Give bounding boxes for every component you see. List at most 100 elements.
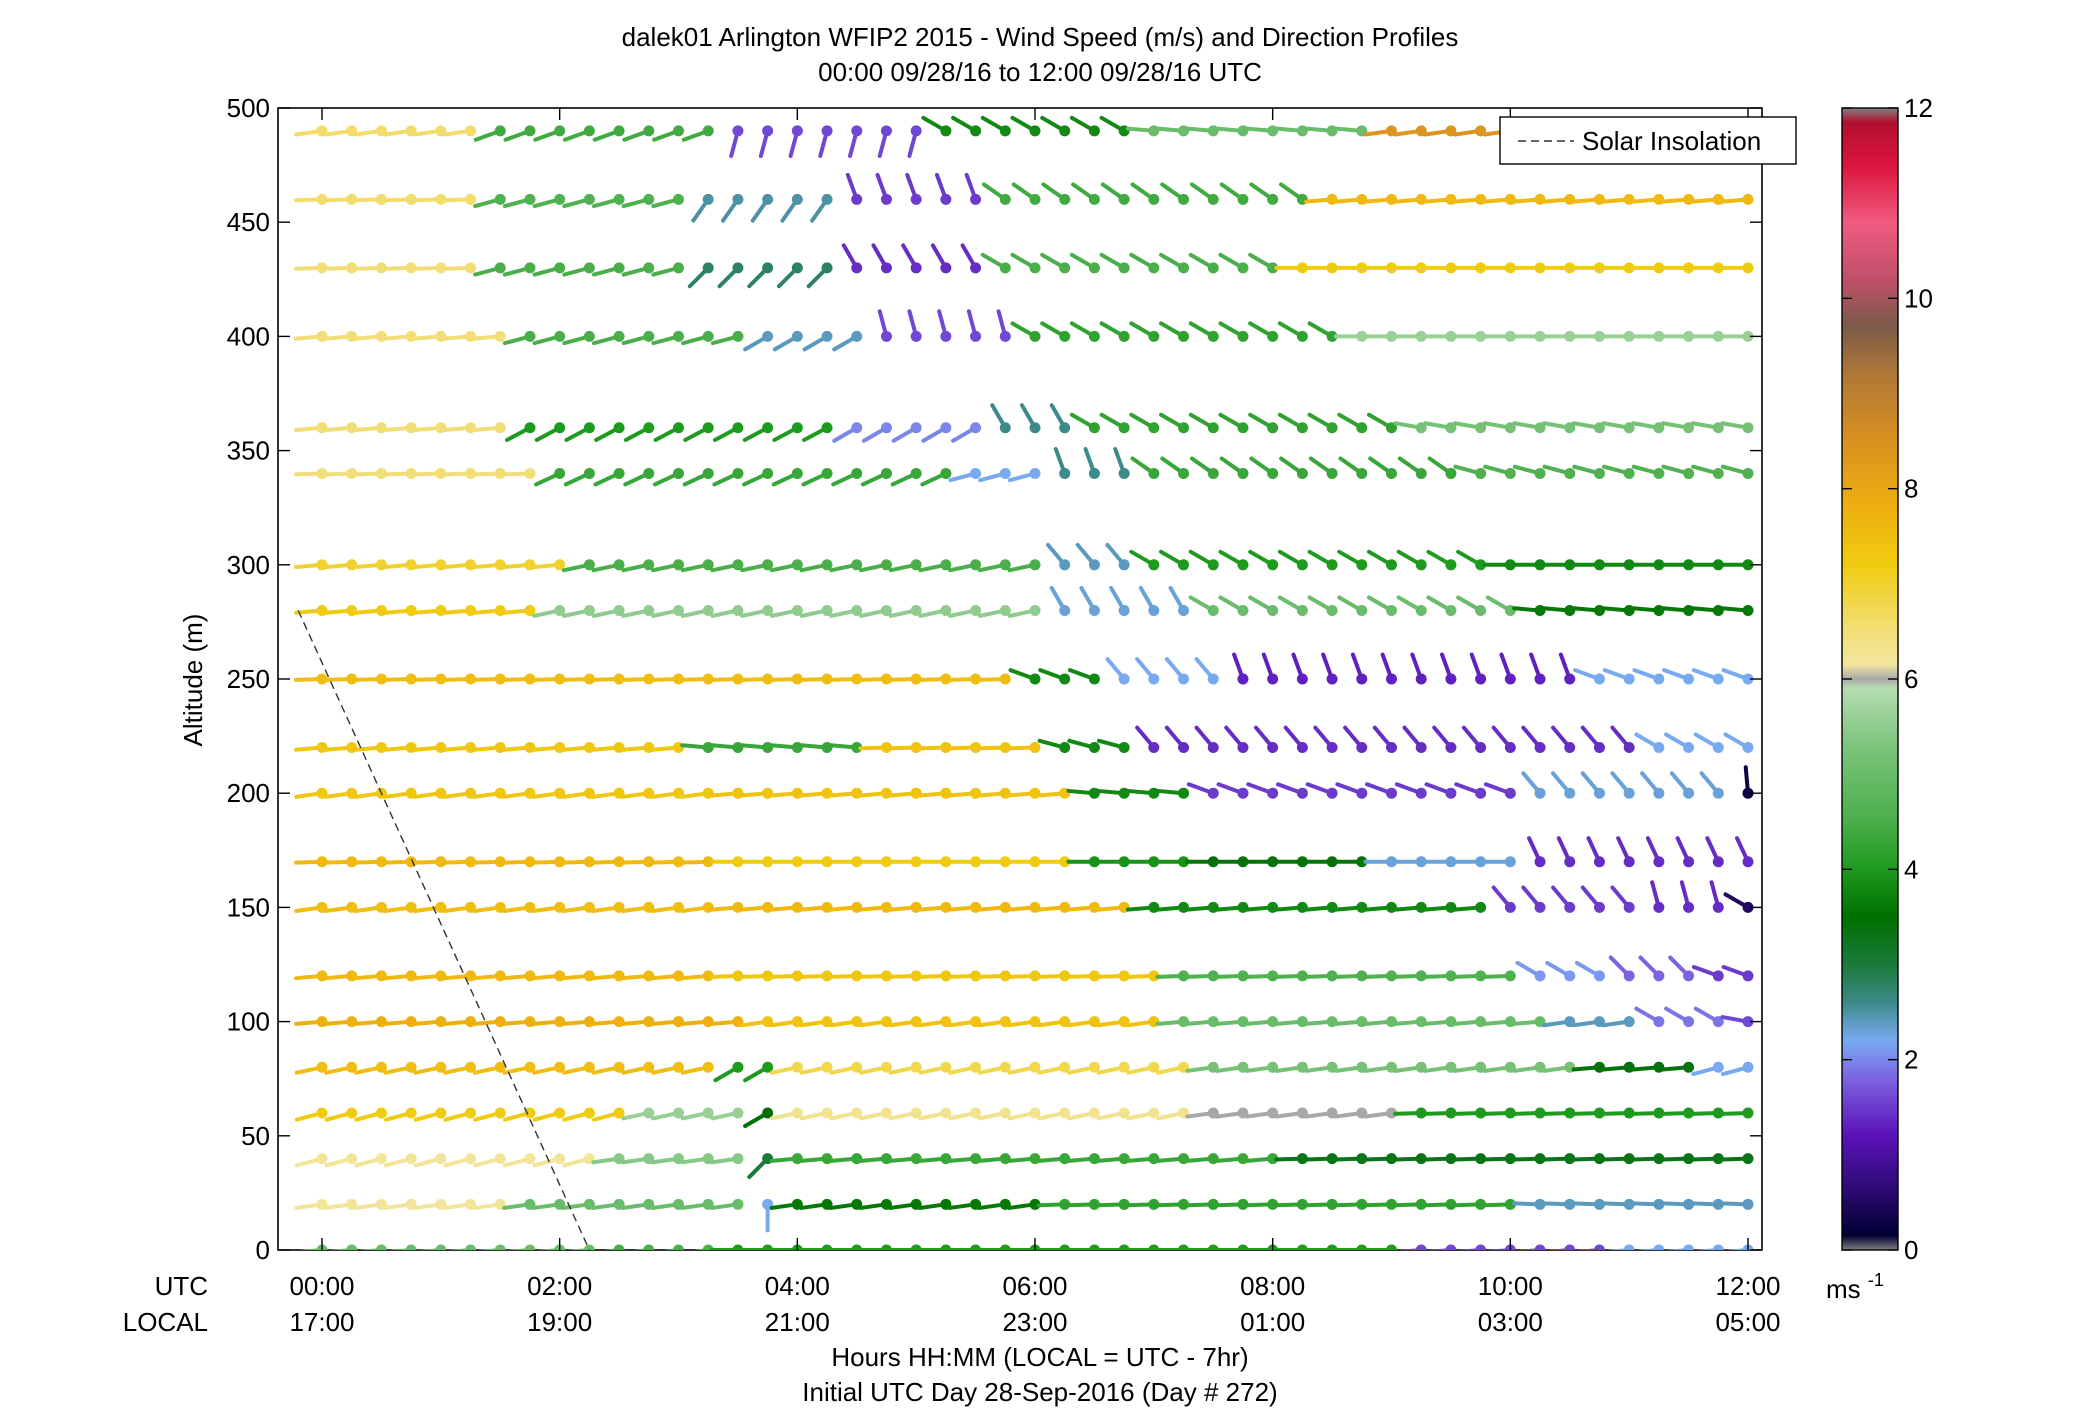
wind-barb-dot <box>1534 673 1546 685</box>
wind-barb-dot <box>1564 559 1576 571</box>
wind-barb-dot <box>732 193 744 205</box>
wind-barb-dot <box>791 970 803 982</box>
wind-barb-dot <box>1088 559 1100 571</box>
wind-barb-dot <box>1207 856 1219 868</box>
wind-barb-dot <box>762 970 774 982</box>
wind-barb-dot <box>524 193 536 205</box>
wind-barb-dot <box>1445 856 1457 868</box>
wind-barb-dot <box>1267 856 1279 868</box>
wind-barb-dot <box>999 742 1011 754</box>
wind-barb-dot <box>851 330 863 342</box>
wind-barb-dot <box>1534 1107 1546 1119</box>
wind-barb-dot <box>1118 330 1130 342</box>
wind-barb-dot <box>1148 330 1160 342</box>
wind-barb-dot <box>1386 330 1397 342</box>
wind-barb-dot <box>1742 901 1754 913</box>
wind-barb-dot <box>316 673 328 685</box>
wind-barb-dot <box>880 604 892 616</box>
wind-barb-dot <box>613 559 625 571</box>
wind-barb-dot <box>613 422 625 434</box>
y-axis-label: Altitude (m) <box>178 614 208 747</box>
wind-barb-dot <box>554 856 566 868</box>
wind-barb-dot <box>1386 467 1397 479</box>
wind-barb-dot <box>1475 1198 1487 1210</box>
wind-barb-dot <box>613 673 625 685</box>
wind-barb-dot <box>1237 742 1249 754</box>
wind-barb-dot <box>880 125 892 137</box>
wind-barb-dot <box>1267 193 1279 205</box>
wind-barb-dot <box>1504 467 1516 479</box>
wind-barb-dot <box>494 422 506 434</box>
wind-barb-dot <box>851 193 863 205</box>
wind-barb-dot <box>583 1107 595 1119</box>
wind-barb-dot <box>673 559 684 571</box>
wind-barb-dot <box>673 1061 684 1073</box>
wind-barb-dot <box>583 193 595 205</box>
wind-barb-dot <box>524 604 536 616</box>
wind-barb-dot <box>1296 467 1308 479</box>
wind-barb-dot <box>1564 742 1576 754</box>
wind-barb-dot <box>494 330 506 342</box>
wind-barb-dot <box>1742 422 1754 434</box>
wind-barb-dot <box>1296 559 1308 571</box>
wind-barb-dot <box>880 330 892 342</box>
wind-barb-dot <box>1118 970 1130 982</box>
wind-barb-dot <box>732 970 744 982</box>
x-tick-label-local: 03:00 <box>1478 1307 1543 1337</box>
wind-barb-dot <box>1029 673 1041 685</box>
wind-barb-dot <box>1296 673 1308 685</box>
wind-barb-dot <box>643 330 655 342</box>
wind-barb-dot <box>465 467 477 479</box>
y-tick-label: 100 <box>227 1007 270 1037</box>
wind-barb-dot <box>1712 1198 1724 1210</box>
wind-barb-dot <box>999 330 1011 342</box>
wind-barb-dot <box>1683 1016 1695 1028</box>
wind-barb-dot <box>851 422 863 434</box>
wind-barb-dot <box>1088 1198 1100 1210</box>
wind-barb-dot <box>583 422 595 434</box>
wind-barb-dot <box>1088 1061 1100 1073</box>
wind-barb-dot <box>1029 1107 1041 1119</box>
wind-barb-dot <box>1415 742 1427 754</box>
wind-barb-dot <box>1059 604 1071 616</box>
wind-barb-dot <box>970 970 982 982</box>
wind-barb-dot <box>1386 970 1397 982</box>
wind-barb-dot <box>702 559 714 571</box>
wind-barb-dot <box>1207 330 1219 342</box>
wind-barb-dot <box>1356 742 1368 754</box>
wind-barb-dot <box>1088 422 1100 434</box>
wind-barb-dot <box>554 604 566 616</box>
wind-barb-dot <box>1564 970 1576 982</box>
wind-barb-dot <box>1029 330 1041 342</box>
wind-barb-dot <box>673 330 684 342</box>
wind-barb-dot <box>1415 1198 1427 1210</box>
wind-barb-dot <box>1356 1153 1368 1165</box>
wind-barb-dot <box>643 1107 655 1119</box>
wind-barb-dot <box>970 604 982 616</box>
wind-barb-dot <box>1178 856 1190 868</box>
wind-barb-dot <box>524 330 536 342</box>
wind-barb-dot <box>1326 970 1338 982</box>
wind-barb-dot <box>1653 901 1665 913</box>
wind-barb-dot <box>1504 673 1516 685</box>
wind-barb-dot <box>375 262 387 274</box>
wind-barb-dot <box>1623 467 1635 479</box>
wind-barb-dot <box>1475 742 1487 754</box>
wind-barb-dot <box>1118 673 1130 685</box>
wind-barb-dot <box>702 673 714 685</box>
wind-barb-dot <box>643 193 655 205</box>
wind-barb-dot <box>880 559 892 571</box>
wind-barb-dot <box>673 467 684 479</box>
wind-barb-dot <box>375 467 387 479</box>
wind-barb-dot <box>999 1061 1011 1073</box>
wind-barb-dot <box>821 125 833 137</box>
y-tick-label: 150 <box>227 892 270 922</box>
wind-barb-dot <box>1564 467 1576 479</box>
wind-barb-dot <box>1148 422 1160 434</box>
wind-barb-dot <box>940 856 952 868</box>
wind-barb-dot <box>1504 856 1516 868</box>
wind-barb-dot <box>1386 856 1397 868</box>
wind-barb-dot <box>1445 467 1457 479</box>
colorbar-tick-label: 6 <box>1904 664 1918 694</box>
wind-barb-dot <box>583 856 595 868</box>
